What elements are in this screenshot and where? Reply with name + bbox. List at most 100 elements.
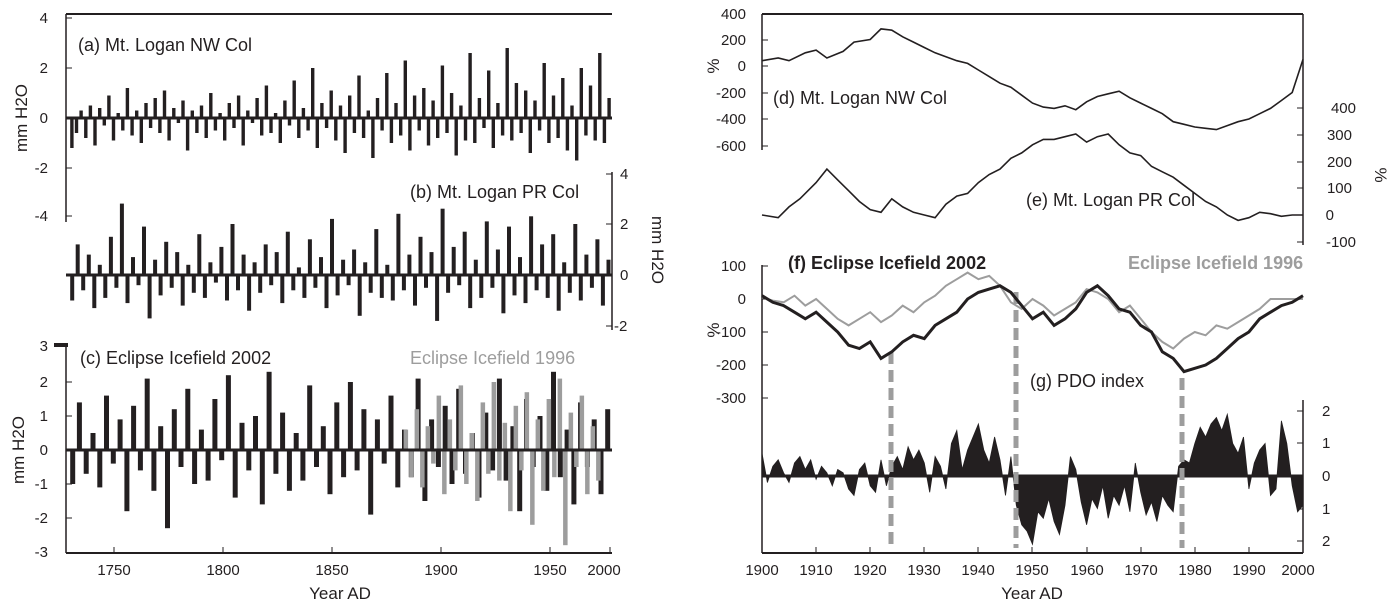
panel-f-ytick: -100 <box>716 324 746 341</box>
panel-a-bar <box>185 118 190 151</box>
panel-c-bar <box>171 409 177 450</box>
panel-c-bar-1996 <box>524 392 530 450</box>
panel-a-bar <box>116 113 120 118</box>
panel-a-bar <box>403 60 407 118</box>
panel-a-bar <box>329 90 333 118</box>
panel-c-bar <box>83 450 89 474</box>
panel-a-bar <box>343 118 347 153</box>
panel-a-bar <box>394 103 398 118</box>
panel-a-bar <box>135 110 139 118</box>
panel-a-bar <box>181 100 185 118</box>
panel-g-ytick: 1 <box>1322 435 1330 452</box>
panel-a-bar <box>399 118 403 136</box>
panel-c-bar <box>137 450 143 471</box>
panel-c-bar-1996 <box>557 378 563 450</box>
panel-c-bar <box>381 450 387 464</box>
panel-a-bar <box>148 118 153 128</box>
panel-d-ytick: 400 <box>721 6 746 23</box>
right-xtick: 1960 <box>1070 562 1103 579</box>
panel-a-bar <box>125 88 130 118</box>
panel-a-bar <box>551 95 556 118</box>
panel-d-label: (d) Mt. Logan NW Col <box>773 88 947 108</box>
panel-b-bar <box>119 203 124 275</box>
panel-a-bar <box>172 108 176 118</box>
panel-b-bar <box>341 259 346 275</box>
panel-c-bar-1996 <box>491 382 497 450</box>
panel-b-bar <box>263 244 268 275</box>
panel-c-bar <box>327 450 333 495</box>
panel-b-bar <box>75 244 80 275</box>
panel-b-ytick: 2 <box>620 216 628 233</box>
right-xticks: 1900 1910 1920 1930 1940 1950 1960 1970 … <box>745 547 1315 579</box>
panel-c-bar-1996 <box>530 450 535 525</box>
panel-b-bar <box>180 275 185 306</box>
panel-c-bar-1996 <box>447 419 453 450</box>
right-xtick: 1980 <box>1178 562 1211 579</box>
panel-b-bar <box>247 275 252 311</box>
panel-b-bar <box>335 275 340 296</box>
panel-a-bar <box>602 118 607 143</box>
panel-b-bar <box>600 275 605 306</box>
panel-b-bar <box>258 275 263 293</box>
panel-a-bar <box>167 118 171 141</box>
panel-a-bar <box>500 118 505 136</box>
panel-a-bar <box>449 93 454 118</box>
panel-c-bar <box>435 450 441 467</box>
panel-a-bar <box>88 105 93 118</box>
panel-b-bar <box>197 234 202 275</box>
panel-c-bar <box>131 405 137 450</box>
panel-b-bar <box>296 267 301 275</box>
panel-c-bar <box>273 450 279 474</box>
panel-b-bar <box>324 275 329 309</box>
panel-a-bar <box>380 118 384 131</box>
panel-g-ytick: 2 <box>1322 403 1330 420</box>
panel-c-bar <box>374 419 380 450</box>
panel-b-yticks: 4 2 0 -2 <box>606 166 628 335</box>
panel-b-bar <box>540 244 545 275</box>
panel-d-ytick: 0 <box>738 58 746 75</box>
right-xtick: 1940 <box>961 562 994 579</box>
panel-a-bar <box>445 118 449 133</box>
panel-a-bar <box>320 103 324 118</box>
right-xtick: 2000 <box>1281 562 1314 579</box>
panel-b-ytick: 0 <box>620 267 628 284</box>
panel-b-bar <box>81 275 86 291</box>
panel-c-bar <box>483 412 489 450</box>
panel-b-bar <box>346 275 351 286</box>
panel-b-ytick: -2 <box>614 318 627 335</box>
panel-b-bar <box>274 252 279 275</box>
panel-b-label: (b) Mt. Logan PR Col <box>410 182 579 202</box>
panel-a-bar <box>361 118 366 138</box>
panel-b-bar <box>307 239 312 275</box>
panel-c-bar <box>551 371 556 450</box>
panel-c-bar <box>110 450 116 464</box>
panel-a-bar <box>93 118 97 146</box>
panel-a-bar <box>431 100 435 118</box>
panel-g-label: (g) PDO index <box>1030 371 1144 391</box>
panel-a-bar <box>241 118 245 146</box>
panel-c-bar-1996 <box>469 433 475 450</box>
panel-a-bar <box>366 110 370 118</box>
panel-b-bar <box>457 275 462 286</box>
panel-a-bars <box>70 48 611 161</box>
panel-g-ytick: 2 <box>1322 533 1330 550</box>
panel-b-bar <box>507 226 511 275</box>
panel-c-bar-1996 <box>508 450 513 512</box>
panel-a-bar <box>338 105 343 118</box>
panel-b-bar <box>291 275 296 291</box>
panel-c-bar <box>347 382 353 450</box>
panel-a-bar <box>315 118 319 148</box>
panel-b-bar <box>390 275 395 301</box>
panel-a-bar <box>607 98 611 118</box>
panel-b-bar <box>556 275 561 311</box>
panel-b-bar <box>230 224 235 275</box>
panel-a-bar <box>269 118 273 133</box>
panel-b-bar <box>529 216 534 275</box>
panel-a-bar <box>598 53 602 118</box>
panel-b-bar <box>462 231 467 276</box>
panel-b-bar <box>512 275 517 296</box>
left-c-axis-break <box>54 343 68 347</box>
right-xtick: 1990 <box>1232 562 1265 579</box>
panel-c-ytick: 1 <box>40 408 48 425</box>
panel-f-yticks: 100 0 -100 -200 -300 <box>716 258 768 407</box>
